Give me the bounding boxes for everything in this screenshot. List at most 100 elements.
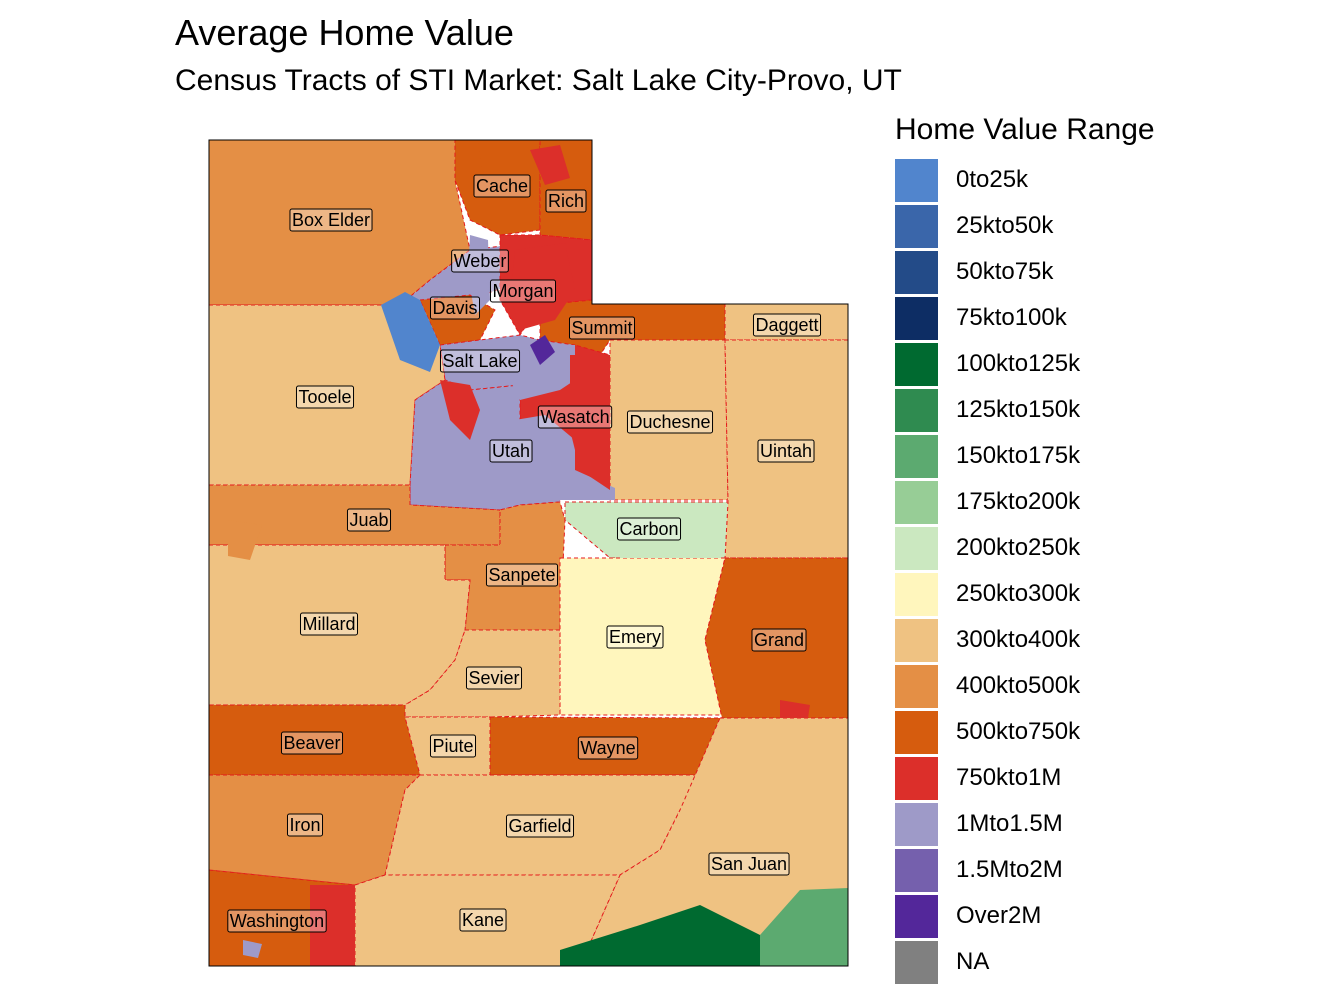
legend-label: 250kto300k [956, 580, 1081, 607]
county-label-box [616, 517, 682, 541]
county-label-box [751, 628, 807, 652]
county-label-box [545, 189, 587, 213]
county-label: Iron [286, 813, 324, 837]
tract-region [530, 145, 570, 185]
legend-swatch [895, 158, 938, 202]
county-label: Duchesne [626, 410, 714, 434]
legend-label: 150kto175k [956, 442, 1081, 469]
county-label-box [295, 385, 355, 409]
county-region-millard [208, 544, 471, 706]
county-label-box [465, 666, 523, 690]
legend-swatch [895, 894, 938, 938]
legend-item: 300kto400k [895, 617, 1155, 663]
county-label-text: Utah [492, 441, 530, 461]
tract-region [381, 292, 440, 372]
county-region-sanpete [444, 501, 566, 631]
legend-swatch [895, 940, 938, 984]
county-label: Juab [346, 508, 392, 532]
county-label-box [289, 208, 373, 232]
legend-item: 1.5Mto2M [895, 847, 1155, 893]
county-label: Emery [606, 625, 664, 649]
county-label-box [439, 349, 521, 373]
county-region-daggett [724, 303, 849, 341]
county-label-text: Daggett [755, 315, 818, 335]
county-label-text: Weber [454, 251, 507, 271]
county-label-text: Duchesne [629, 412, 710, 432]
legend-label: 500kto750k [956, 718, 1081, 745]
county-label-text: Iron [289, 815, 320, 835]
legend-label: 400kto500k [956, 672, 1081, 699]
county-label: Box Elder [289, 208, 373, 232]
legend-item: 250kto300k [895, 571, 1155, 617]
legend-item: 75kto100k [895, 295, 1155, 341]
map-regions [208, 139, 849, 967]
county-label: Washington [227, 909, 327, 933]
county-label-text: Kane [462, 910, 504, 930]
county-label: Garfield [505, 814, 575, 838]
legend-item: Over2M [895, 893, 1155, 939]
county-label-box [280, 731, 344, 755]
county-label-text: Garfield [508, 816, 571, 836]
legend-item: 175kto200k [895, 479, 1155, 525]
county-label-text: Morgan [492, 281, 553, 301]
county-label-box [568, 316, 636, 340]
legend-label: 200kto250k [956, 534, 1081, 561]
county-label-box [227, 909, 327, 933]
legend-label: 175kto200k [956, 488, 1081, 515]
legend-swatch [895, 756, 938, 800]
legend-swatch [895, 802, 938, 846]
county-label: Sevier [465, 666, 523, 690]
legend-label: 50kto75k [956, 258, 1054, 285]
legend-label: Over2M [956, 902, 1042, 929]
county-label-text: Davis [432, 298, 477, 318]
county-label-box [489, 439, 533, 463]
county-labels: Box Elder Cache Rich Weber Morgan Davis Summit… [227, 174, 822, 933]
county-label: Utah [489, 439, 533, 463]
legend-label: NA [956, 948, 990, 975]
tract-region [243, 940, 262, 958]
legend-label: 125kto150k [956, 396, 1081, 423]
county-label-text: Wayne [580, 738, 635, 758]
legend-swatch [895, 618, 938, 662]
county-label-text: Carbon [619, 519, 678, 539]
county-label-box [708, 852, 790, 876]
county-label-text: Sanpete [488, 565, 555, 585]
legend-item: 150kto175k [895, 433, 1155, 479]
county-label-box [752, 313, 822, 337]
county-label-text: Uintah [760, 441, 812, 461]
legend-item: 200kto250k [895, 525, 1155, 571]
legend-swatch [895, 434, 938, 478]
county-label: Wasatch [537, 405, 613, 429]
county-label: Davis [429, 296, 481, 320]
county-label: Millard [299, 612, 359, 636]
tract-region [570, 355, 610, 490]
county-label-text: Juab [349, 510, 388, 530]
county-region-emery [559, 557, 726, 716]
legend-label: 1.5Mto2M [956, 856, 1063, 883]
legend-swatch [895, 204, 938, 248]
tract-region [515, 415, 615, 500]
county-label-text: Rich [548, 191, 584, 211]
tract-region [560, 905, 760, 966]
legend-swatch [895, 250, 938, 294]
county-label: Kane [459, 908, 507, 932]
county-label-text: Salt Lake [442, 351, 517, 371]
county-label: Summit [568, 316, 636, 340]
county-label: Piute [429, 734, 477, 758]
county-label-text: Washington [230, 911, 324, 931]
legend-label: 1Mto1.5M [956, 810, 1063, 837]
legend-label: 300kto400k [956, 626, 1081, 653]
legend: Home Value Range 0to25k 25kto50k 50kto75k 7… [895, 113, 1155, 985]
county-label-box [537, 405, 613, 429]
legend-item: 50kto75k [895, 249, 1155, 295]
legend-item: 400kto500k [895, 663, 1155, 709]
legend-title: Home Value Range [895, 113, 1155, 146]
legend-label: 100kto125k [956, 350, 1081, 377]
tract-region [760, 888, 848, 966]
county-label: Sanpete [485, 563, 559, 587]
legend-swatch [895, 710, 938, 754]
legend-item: 0to25k [895, 157, 1155, 203]
county-label-text: Wasatch [540, 407, 609, 427]
legend-items: 0to25k 25kto50k 50kto75k 75kto100k 100kto125… [895, 157, 1155, 985]
